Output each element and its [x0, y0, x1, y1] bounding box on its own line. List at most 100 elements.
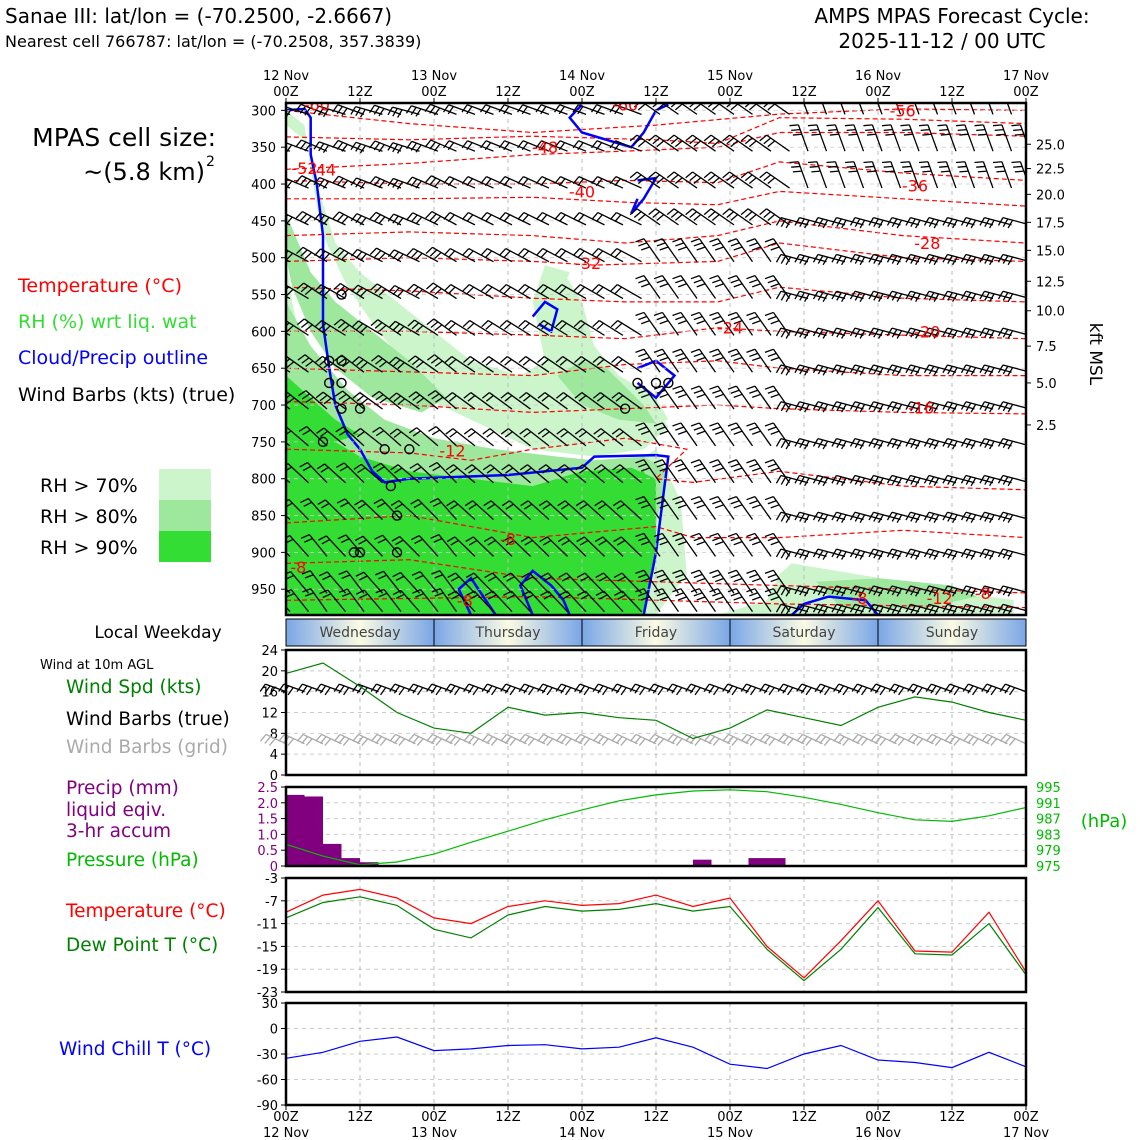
wind-barb-feather [933, 551, 940, 560]
wind-barb-feather [615, 736, 623, 744]
wind-barb-feather [481, 683, 488, 692]
wind-barb-shaft [358, 733, 379, 745]
wind-barb-feather [905, 585, 912, 595]
wind-barb-shaft [754, 422, 772, 447]
wind-barb-feather [677, 283, 687, 288]
wind-barb-feather [763, 685, 771, 694]
wind-barb-feather [558, 142, 566, 151]
wind-barb-feather [886, 217, 893, 226]
wind-barb-feather [597, 467, 606, 474]
wind-barb-feather [434, 592, 444, 597]
height-tick-label: 7.5 [1036, 340, 1057, 355]
wind-barb-feather [1011, 124, 1021, 127]
wind-barb-feather [696, 596, 706, 601]
wind-barb-feather [990, 687, 997, 696]
wind-barb-feather [319, 358, 327, 366]
wind-barb-shaft [339, 733, 361, 745]
wind-barb-shaft [376, 733, 398, 745]
wind-barb-feather [320, 430, 329, 438]
wind-barb-feather [375, 394, 384, 401]
wind-barb-feather [542, 503, 551, 510]
wind-barb-feather [866, 133, 876, 136]
wind-barb-feather [746, 569, 756, 574]
wind-barb-feather [868, 438, 875, 447]
wind-barb-feather [305, 324, 313, 331]
wind-barb-feather [902, 128, 912, 132]
wind-barb-shaft [672, 733, 694, 745]
wind-barb-feather [844, 161, 854, 164]
wind-barb-feather [817, 605, 824, 614]
wind-barb-shaft [643, 238, 661, 263]
wind-barb-feather [1002, 476, 1009, 485]
wind-barb-feather [656, 426, 666, 431]
wind-barb-feather [659, 430, 669, 435]
wind-barb-feather [653, 459, 663, 464]
wind-barb-feather [733, 393, 743, 398]
wind-barb-shaft [876, 733, 897, 745]
wind-barb-feather [997, 548, 1004, 558]
wind-barb-feather [504, 736, 512, 744]
wind-barb-feather [397, 362, 405, 370]
wind-barb-feather [409, 463, 418, 469]
wind-barb-feather [984, 292, 990, 301]
wind-barb-feather [714, 320, 724, 325]
wind-barb-feather [591, 284, 600, 292]
wind-barb-shaft [598, 683, 620, 693]
wind-barb-feather [640, 283, 650, 288]
wind-barb-feather [714, 504, 724, 509]
wind-barb-feather [751, 541, 761, 546]
wind-barb-feather [891, 550, 898, 559]
wind-barb-feather [341, 143, 348, 152]
wind-barb-feather [730, 463, 740, 468]
wind-barb-feather [714, 283, 724, 288]
wind-barb-feather [979, 604, 986, 613]
wind-barb-feather [841, 514, 847, 524]
wind-barb-feather [447, 214, 455, 223]
wind-barb-feather [831, 290, 838, 300]
pressure-tick-label: 700 [251, 399, 276, 414]
wind-barb-feather [749, 738, 757, 746]
wind-barb-feather [521, 178, 529, 187]
temperature-contour [286, 327, 1026, 340]
wind-barb-feather [499, 284, 507, 292]
wind-barb-feather [424, 175, 432, 183]
wind-barb-shaft [717, 533, 735, 557]
wind-barb-feather [595, 178, 603, 187]
wind-barb-feather [693, 352, 703, 358]
wind-barb-feather [450, 539, 459, 546]
wind-barb-feather [690, 459, 700, 464]
wind-barb-feather [822, 404, 829, 413]
wind-barb-feather [868, 290, 875, 300]
wind-barb-feather [767, 315, 777, 321]
cloud-outline-segment [630, 176, 659, 215]
wind-barb-feather [392, 143, 399, 153]
wind-barb-feather [764, 459, 774, 464]
wind-barb-feather [714, 467, 724, 472]
wind-barb-feather [696, 430, 706, 435]
wind-barb-feather [336, 498, 346, 504]
wind-barb-feather [395, 539, 404, 546]
wind-barb-feather [868, 511, 875, 521]
wind-barb-feather [635, 459, 645, 464]
wind-barb-feather [764, 274, 774, 280]
wind-barb-feather [375, 430, 385, 437]
pressure-tick-label: 650 [251, 362, 276, 377]
wind-barb-shaft [468, 283, 494, 300]
wind-barb-feather [974, 124, 984, 127]
wind-barb-feather [886, 364, 893, 374]
wind-barb-feather [928, 402, 935, 412]
wind-barb-feather [415, 252, 423, 261]
wind-barb-feather [933, 367, 940, 376]
wind-barb-feather [751, 504, 761, 509]
wind-barb-feather [359, 181, 367, 190]
wind-barb-shaft [653, 683, 675, 693]
wind-barb-feather [952, 367, 958, 376]
wind-barb-feather [304, 574, 314, 579]
wind-barb-feather [300, 285, 309, 293]
wind-barb-feather [435, 396, 444, 403]
wind-barb-feather [849, 604, 856, 613]
wind-barb-feather [891, 292, 898, 301]
wind-barb-feather [727, 422, 737, 427]
wind-barb-feather [577, 250, 585, 258]
wind-barb-feather [985, 736, 993, 744]
